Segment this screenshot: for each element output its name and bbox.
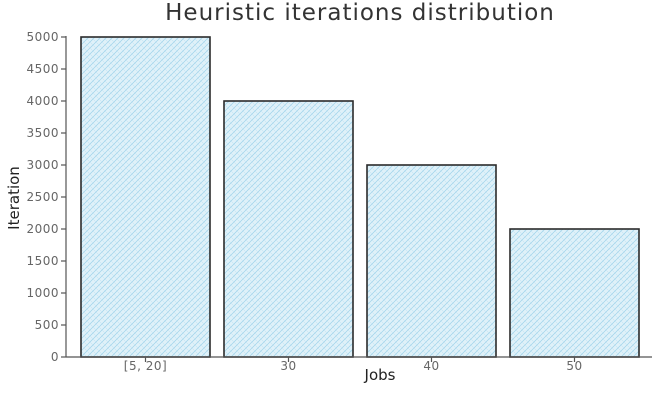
y-tick-label: 1000 [26, 286, 59, 300]
y-tick-label: 4500 [26, 62, 59, 76]
y-tick-label: 3000 [26, 158, 59, 172]
bar-1 [80, 36, 211, 358]
bars [80, 36, 640, 358]
y-tick-label: 2000 [26, 222, 59, 236]
x-axis-label: Jobs [364, 366, 396, 384]
y-axis: 0 500 1000 1500 2000 2500 3000 3500 4000 4500 5000 [26, 30, 66, 364]
chart-title: Heuristic iterations distribution [165, 0, 555, 26]
bar-3 [366, 164, 497, 358]
y-tick-label: 2500 [26, 190, 59, 204]
y-axis-label: Iteration [5, 166, 23, 230]
x-tick-label: 30 [280, 359, 296, 373]
bar-2 [223, 100, 354, 358]
y-tick-label: 500 [35, 318, 59, 332]
y-tick-label: 4000 [26, 94, 59, 108]
x-tick-label: 40 [423, 359, 439, 373]
x-tick-label: [5, 20] [124, 359, 167, 373]
y-tick-label: 3500 [26, 126, 59, 140]
x-tick-label: 50 [566, 359, 582, 373]
bar-4 [509, 228, 640, 358]
y-tick-label: 1500 [26, 254, 59, 268]
y-tick-label: 5000 [26, 30, 59, 44]
y-tick-label: 0 [51, 350, 59, 364]
x-axis: [5, 20] 30 40 50 [124, 357, 582, 373]
